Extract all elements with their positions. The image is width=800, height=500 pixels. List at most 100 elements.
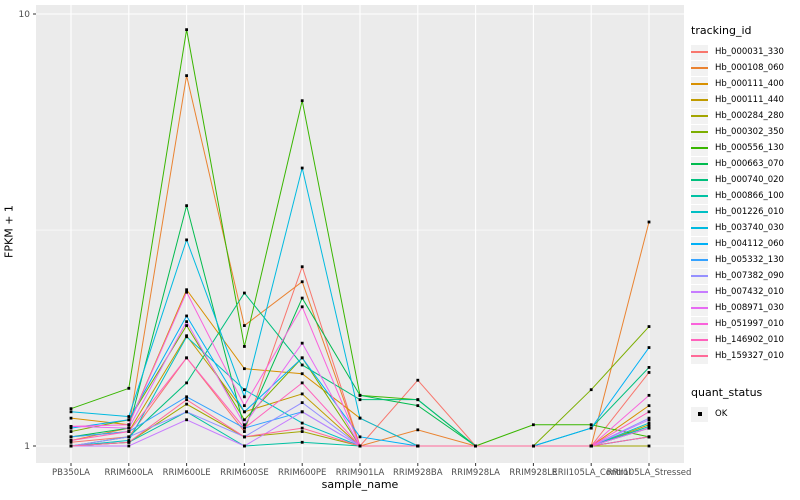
data-point: [185, 238, 188, 242]
data-point: [647, 325, 651, 328]
legend-entry-label: Hb_000284_280: [715, 111, 784, 121]
data-point: [185, 324, 188, 327]
data-point: [416, 378, 420, 382]
data-point: [185, 288, 188, 292]
legend-entry: Hb_000556_130: [691, 140, 799, 156]
data-point: [127, 439, 131, 442]
data-point: [243, 410, 246, 414]
data-point: [185, 314, 188, 318]
legend-entry-label: Hb_007432_010: [715, 287, 784, 297]
x-tick-label: RRIM600LE: [163, 468, 211, 478]
legend-line-swatch-icon: [691, 124, 708, 140]
data-point: [69, 410, 73, 414]
data-point: [589, 426, 593, 430]
legend-entry-label: Hb_003740_030: [715, 223, 784, 233]
data-point: [647, 366, 651, 369]
data-point: [243, 388, 246, 392]
legend-entry: Hb_000866_100: [691, 188, 799, 204]
legend-entry: Hb_000108_060: [691, 60, 799, 76]
y-axis-title: FPKM + 1: [2, 205, 16, 258]
legend-entry-label: Hb_008971_030: [715, 303, 784, 313]
legend-line-swatch-icon: [691, 44, 708, 60]
data-point: [647, 418, 651, 422]
legend-title-tracking-id: tracking_id: [691, 24, 752, 37]
legend-entry-label: Hb_001226_010: [715, 207, 784, 217]
data-point: [243, 426, 246, 430]
data-point: [127, 386, 131, 390]
legend-entry-label: Hb_000556_130: [715, 143, 784, 153]
legend-line-swatch-icon: [691, 172, 708, 188]
legend-entry: Hb_000111_440: [691, 92, 799, 108]
legend-entry-label: Hb_000866_100: [715, 191, 784, 201]
data-point: [647, 393, 651, 397]
data-point: [647, 421, 651, 425]
legend-entry-label: Hb_000663_070: [715, 159, 784, 169]
data-point: [647, 444, 651, 448]
data-point: [300, 421, 304, 425]
data-point: [243, 345, 246, 348]
data-point: [300, 426, 304, 430]
legend-entry-label: Hb_000111_440: [715, 95, 784, 105]
data-point: [127, 435, 131, 439]
legend-entry-ok: OK: [691, 406, 799, 422]
legend-line-swatch-icon: [691, 92, 708, 108]
data-point: [647, 404, 651, 408]
legend-entry-label: Hb_000740_020: [715, 175, 784, 185]
data-point: [243, 435, 246, 439]
data-point: [300, 372, 304, 376]
x-tick-label: RRIM600LA: [104, 468, 153, 478]
data-point: [300, 305, 304, 309]
data-point: [358, 435, 362, 439]
data-point: [185, 356, 188, 360]
legend-line-swatch-icon: [691, 300, 708, 316]
data-point: [69, 444, 73, 448]
legend-entry: Hb_003740_030: [691, 220, 799, 236]
data-point: [69, 439, 73, 442]
legend-entry-label: Hb_159327_010: [715, 351, 784, 361]
legend-entry: Hb_000663_070: [691, 156, 799, 172]
legend-entry-label: Hb_004112_060: [715, 239, 784, 249]
legend-entry: Hb_000740_020: [691, 172, 799, 188]
x-tick-label: RRII105LA_Control: [552, 468, 631, 478]
data-point: [647, 416, 651, 420]
data-point: [127, 440, 131, 444]
legend-entry-label: Hb_005332_130: [715, 255, 784, 265]
legend-line-swatch-icon: [691, 156, 708, 172]
data-point: [647, 426, 651, 430]
data-point: [69, 440, 73, 444]
x-tick-label: RRIM928BA: [393, 468, 443, 478]
data-point: [243, 444, 246, 448]
legend-entry: Hb_000111_400: [691, 76, 799, 92]
legend-entry-label: Hb_000302_350: [715, 127, 784, 137]
data-point: [300, 341, 304, 345]
legend-entry-label: Hb_146902_010: [715, 335, 784, 345]
data-point: [185, 410, 188, 414]
data-point: [69, 426, 73, 430]
data-point: [127, 426, 131, 430]
data-point: [243, 430, 246, 433]
data-point: [532, 423, 535, 427]
x-axis-title: sample_name: [321, 478, 399, 491]
y-tick-label: 1: [24, 442, 30, 452]
data-point: [300, 296, 304, 300]
data-point: [647, 425, 651, 428]
legend-entry-label: Hb_000031_330: [715, 47, 784, 57]
data-point: [243, 367, 246, 371]
legend-entry-label: Hb_000111_400: [715, 79, 784, 89]
ok-square-marker-icon: [691, 406, 708, 422]
data-point: [358, 398, 362, 402]
data-point: [243, 291, 246, 295]
data-point: [300, 381, 304, 385]
data-point: [358, 444, 362, 448]
data-point: [243, 395, 246, 399]
data-point: [300, 356, 304, 360]
legend-line-swatch-icon: [691, 332, 708, 348]
legend-entry: Hb_159327_010: [691, 348, 799, 364]
data-point: [127, 430, 131, 433]
legend-line-swatch-icon: [691, 236, 708, 252]
data-point: [185, 381, 188, 385]
legend-line-swatch-icon: [691, 220, 708, 236]
data-point: [647, 435, 651, 439]
data-point: [185, 335, 188, 339]
